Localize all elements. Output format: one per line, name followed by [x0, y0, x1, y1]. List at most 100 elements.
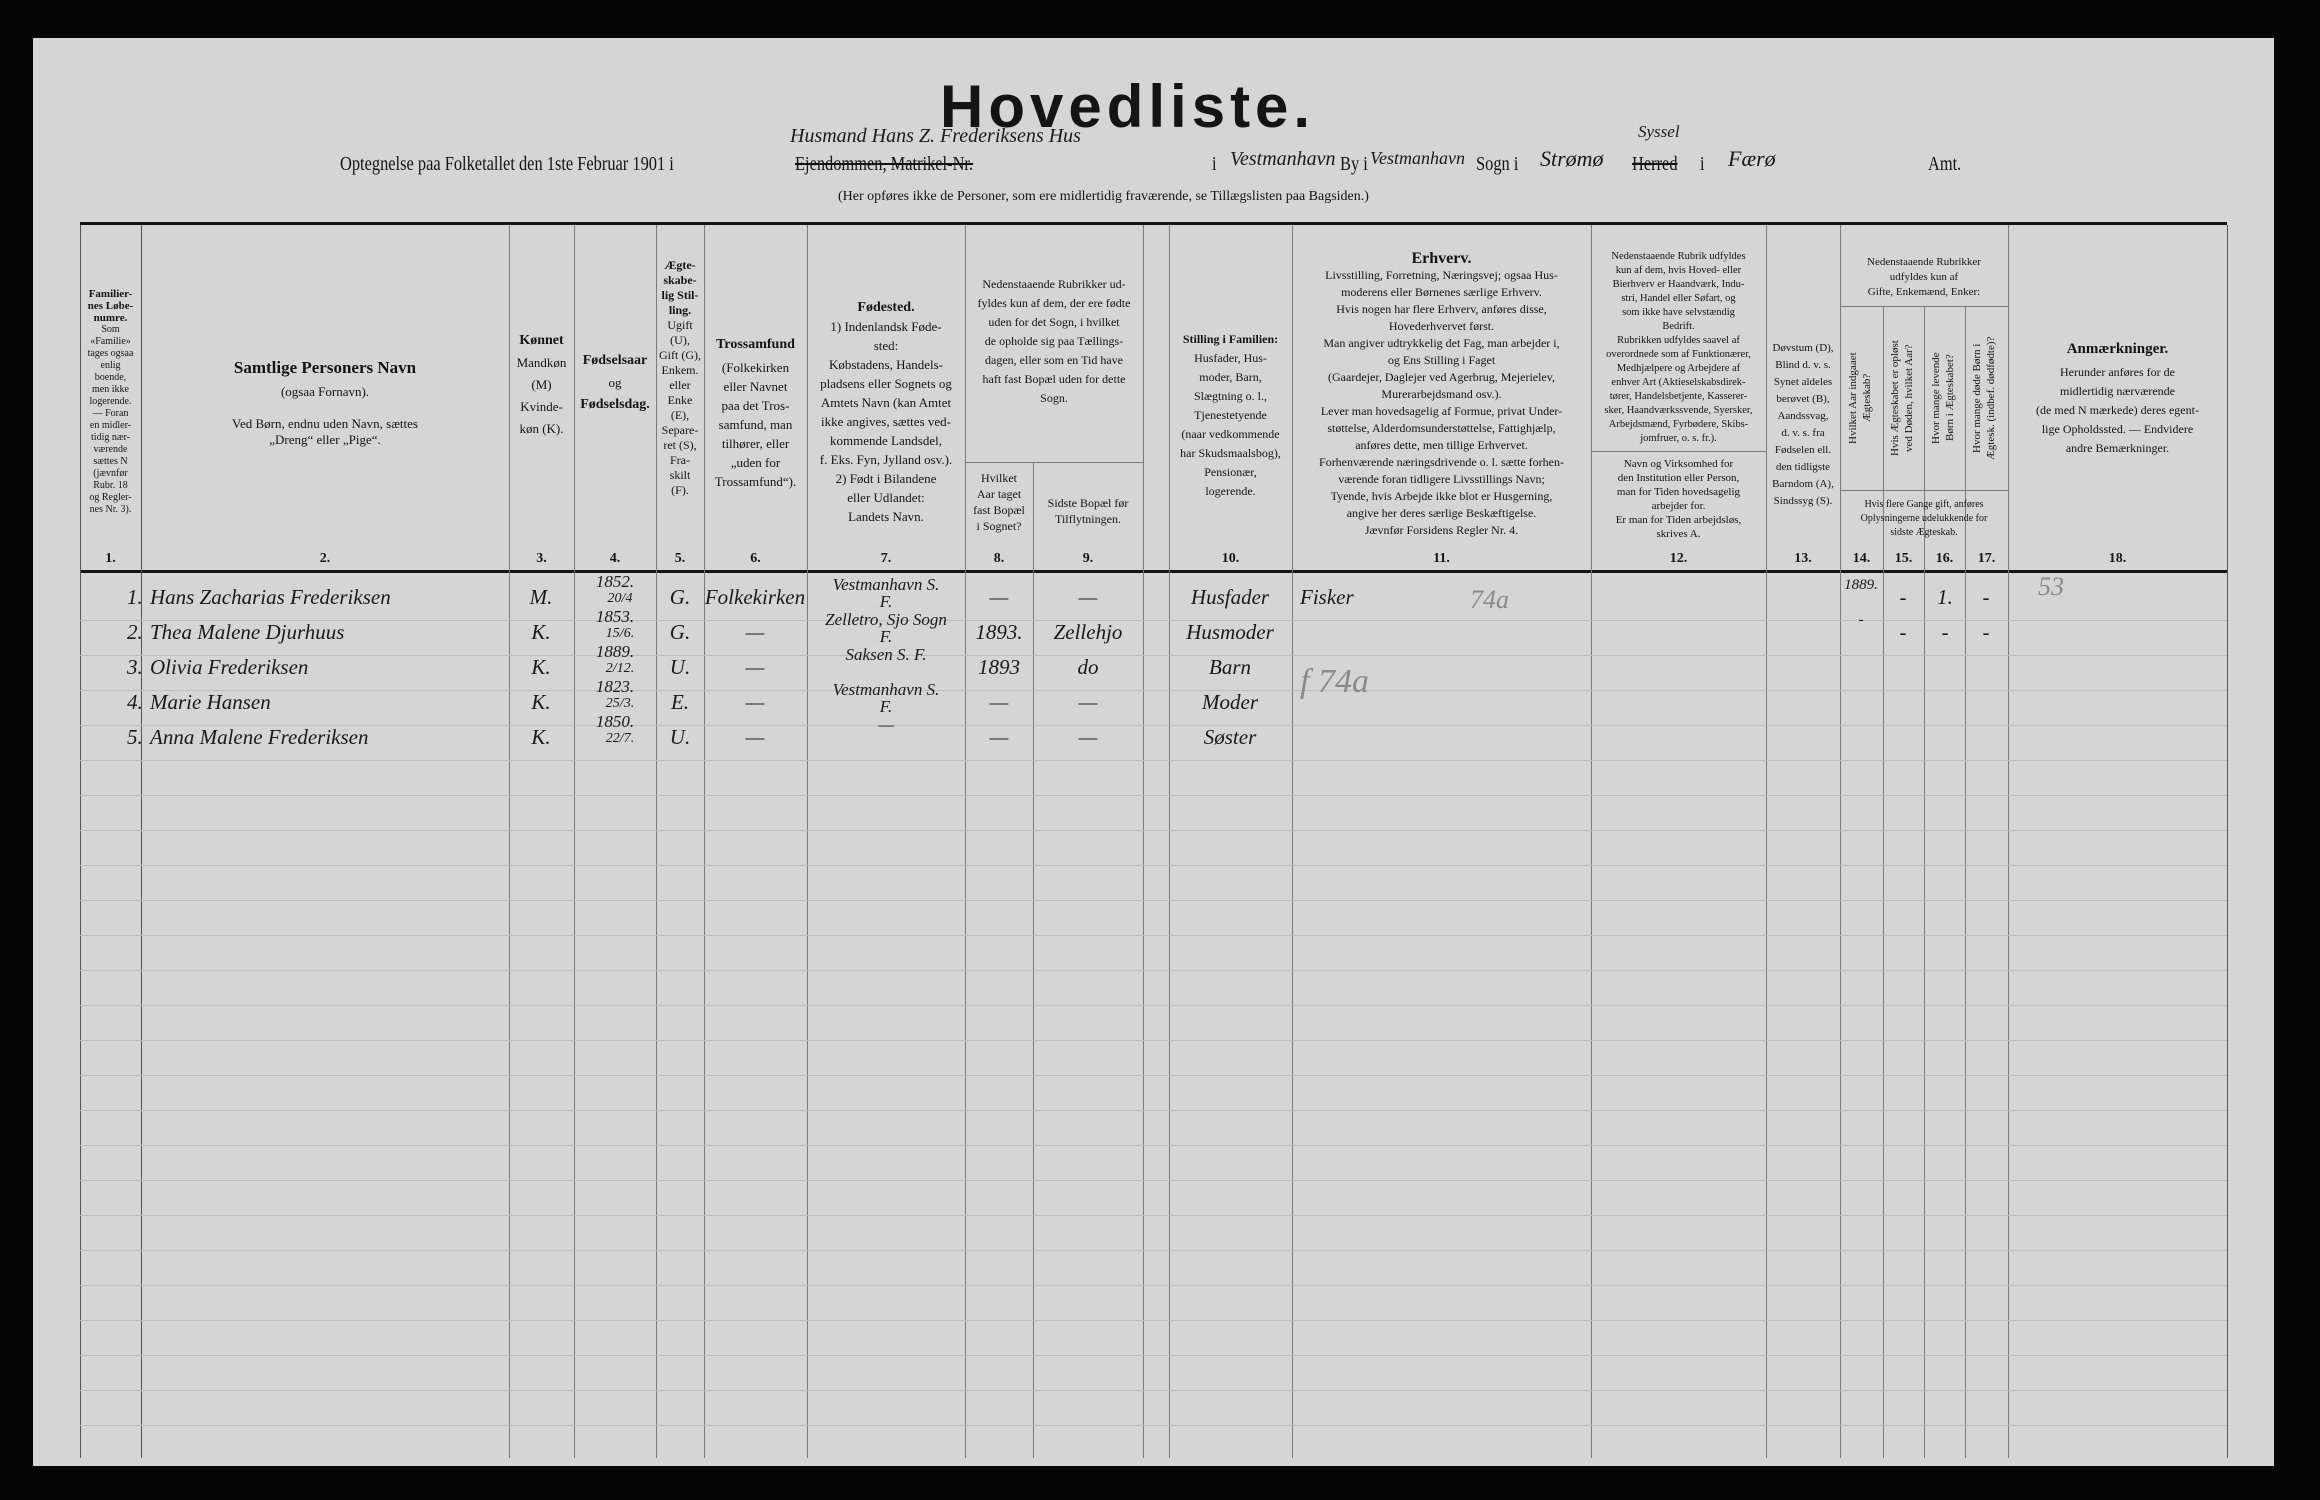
family-position: Barn [1209, 655, 1251, 679]
faith: Folkekirken [704, 585, 806, 609]
header-col-2: Samtlige Personers Navn (ogsaa Fornavn). … [141, 359, 509, 448]
year-settled: — [989, 690, 1009, 714]
row-line [80, 900, 2227, 901]
hw-place: Vestmanhavn [1230, 148, 1336, 170]
column-line [1883, 306, 1884, 1458]
header-col-11-title: Erhverv. [1411, 250, 1472, 267]
family-position: Husmoder [1186, 620, 1274, 644]
birth-date: 20/4 [607, 591, 633, 606]
form-note: (Her opføres ikke de Personer, som ere m… [838, 189, 1369, 204]
column-line [1033, 462, 1034, 1458]
row-number: 4. [127, 690, 143, 714]
faith: — [745, 620, 765, 644]
sex: K. [531, 690, 551, 714]
column-number-2: 2. [319, 551, 331, 566]
faith: — [745, 690, 765, 714]
birthplace: Zelletro, Sjo Sogn [825, 610, 947, 629]
sex: K. [531, 655, 551, 679]
header-col-4-title: Fødselsaar [582, 353, 648, 368]
marriage-year: 1889. [1844, 577, 1878, 593]
header-col-10-body: Husfader, Hus- moder, Barn, Slægtning o.… [1180, 351, 1281, 498]
person-name: Thea Malene Djurhuus [150, 620, 345, 644]
column-line [574, 225, 575, 1458]
year-settled: 1893 [978, 655, 1020, 679]
row-line [80, 1320, 2227, 1321]
column-line [80, 225, 81, 1458]
header-col-6-body: (Folkekirken eller Navnet paa det Tros- … [714, 360, 797, 489]
row-line [80, 1145, 2227, 1146]
person-name: Anna Malene Frederiksen [150, 725, 369, 749]
living-children: - [1941, 620, 1949, 644]
column-number-6: 6. [750, 551, 761, 566]
row-line [80, 865, 2227, 866]
row-line [80, 1250, 2227, 1251]
header-col-6: Trossamfund (Folkekirken eller Navnet paa… [704, 335, 807, 491]
row-line [80, 690, 2227, 691]
header-col-1-title: Familier- nes Løbe- numre. [87, 288, 134, 324]
birthplace-amt: F. [879, 592, 893, 611]
birth-year: 1823. [595, 677, 635, 696]
row-line [80, 1285, 2227, 1286]
birth-year: 1889. [595, 642, 635, 661]
person-name: Hans Zacharias Frederiksen [150, 585, 391, 609]
row-line [80, 1425, 2227, 1426]
header-col-18-title: Anmærkninger. [2066, 341, 2169, 357]
struck-property-label: Ejendommen, Matrikel-Nr. [795, 153, 974, 175]
header-col-14-17-top: Nedenstaaende Rubrikker udfyldes kun af … [1867, 256, 1981, 298]
column-number-4: 4. [609, 551, 621, 566]
civil-status: U. [669, 725, 691, 749]
column-number-14: 14. [1852, 551, 1871, 566]
header-col-4-body: og [608, 375, 622, 390]
birth-date: 15/6. [605, 626, 635, 641]
header-col-4-title2: Fødselsdag. [580, 397, 650, 412]
last-residence: — [1078, 690, 1098, 714]
split-8-9 [965, 462, 1143, 463]
row-line [80, 760, 2227, 761]
dead-children: - [1982, 585, 1990, 609]
last-residence: — [1078, 585, 1098, 609]
by-label: By i [1340, 153, 1368, 175]
split-14-17-bottom [1840, 490, 2008, 491]
birthplace-amt: F. [879, 697, 893, 716]
i-label: i [1212, 153, 1217, 175]
year-settled: — [989, 585, 1009, 609]
header-col-6-title: Trossamfund [716, 337, 795, 352]
family-position: Søster [1203, 725, 1257, 749]
table-top-rule [80, 222, 2227, 225]
header-col-7-body: 1) Indenlandsk Føde- sted: Købstadens, H… [819, 319, 953, 524]
row-number: 2. [127, 620, 143, 644]
row-number: 5. [127, 725, 143, 749]
header-col-2-body: (ogsaa Fornavn). Ved Børn, endnu uden Na… [232, 384, 418, 447]
column-line [2227, 225, 2228, 1458]
header-col-3-title: Kønnet [519, 333, 564, 348]
row-line [80, 1040, 2227, 1041]
sex: K. [531, 725, 551, 749]
column-line [965, 225, 966, 1458]
occupation: Fisker [1300, 585, 1354, 609]
column-line [1292, 225, 1293, 1458]
family-position: Moder [1202, 690, 1258, 714]
row-line [80, 655, 2227, 656]
hw-amt: Færø [1728, 146, 1776, 171]
dead-children: - [1982, 620, 1990, 644]
row-line [80, 620, 2227, 621]
row-line [80, 830, 2227, 831]
column-line [1924, 306, 1925, 1458]
column-line [656, 225, 657, 1458]
header-col-13: Døvstum (D), Blind d. v. s. Synet aldele… [1772, 342, 1834, 507]
header-col-12-bottom: Navn og Virksomhed for den Institution e… [1615, 458, 1742, 540]
sogn-label: Sogn i [1476, 153, 1519, 175]
row-line [80, 1215, 2227, 1216]
column-line [807, 225, 808, 1458]
header-col-1: Familier- nes Løbe- numre. Som «Familie» … [80, 288, 141, 516]
column-number-1: 1. [105, 551, 116, 566]
split-14-17-top [1840, 306, 2008, 307]
birth-date: 25/3. [605, 696, 635, 711]
sex: M. [529, 585, 553, 609]
column-number-3: 3. [536, 551, 547, 566]
birthplace-amt: F. [879, 627, 893, 646]
header-col-3: Kønnet Mandkøn (M) Kvinde- køn (K). [509, 330, 574, 440]
column-number-7: 7. [880, 551, 892, 566]
header-col-1-body: Som «Familie» tages ogsaa enlig boende, … [87, 324, 134, 515]
column-line [1143, 225, 1144, 1458]
